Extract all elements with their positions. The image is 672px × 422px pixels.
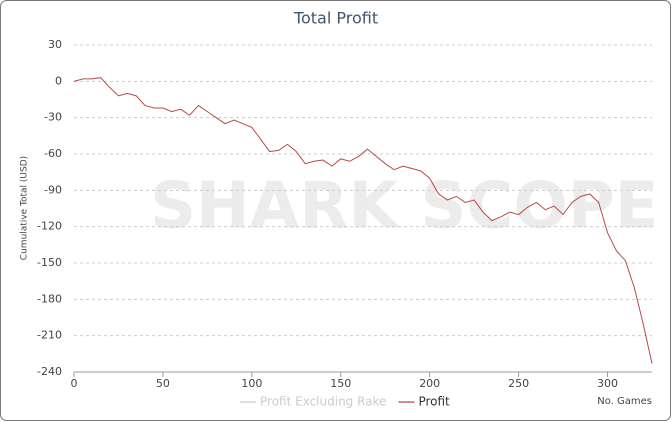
y-axis-label: Cumulative Total (USD) — [20, 156, 30, 260]
y-tick-label: -210 — [37, 329, 62, 342]
x-tick-label: 50 — [156, 377, 170, 390]
x-tick-label: 300 — [597, 377, 618, 390]
y-tick-label: -60 — [44, 147, 62, 160]
x-tick-label: 200 — [419, 377, 440, 390]
y-tick-label: -120 — [37, 220, 62, 233]
x-tick-label: 250 — [508, 377, 529, 390]
data-line — [73, 77, 653, 364]
x-tick-label: 0 — [71, 377, 78, 390]
y-tick-label: -90 — [44, 183, 62, 196]
x-tick-label: 100 — [241, 377, 262, 390]
watermark: SHARK SCOPE — [150, 170, 658, 244]
y-tick-label: -150 — [37, 256, 62, 269]
legend-label: Profit Excluding Rake — [260, 395, 386, 409]
y-tick-label: 0 — [55, 74, 62, 87]
x-tick-label: 150 — [330, 377, 351, 390]
x-axis-label: No. Games — [597, 396, 652, 407]
legend-label: Profit — [418, 395, 450, 409]
y-tick-label: 30 — [48, 38, 62, 51]
chart-title: Total Profit — [293, 9, 378, 28]
y-tick-label: -30 — [44, 111, 62, 124]
y-tick-label: -240 — [37, 365, 62, 378]
y-tick-label: -180 — [37, 292, 62, 305]
